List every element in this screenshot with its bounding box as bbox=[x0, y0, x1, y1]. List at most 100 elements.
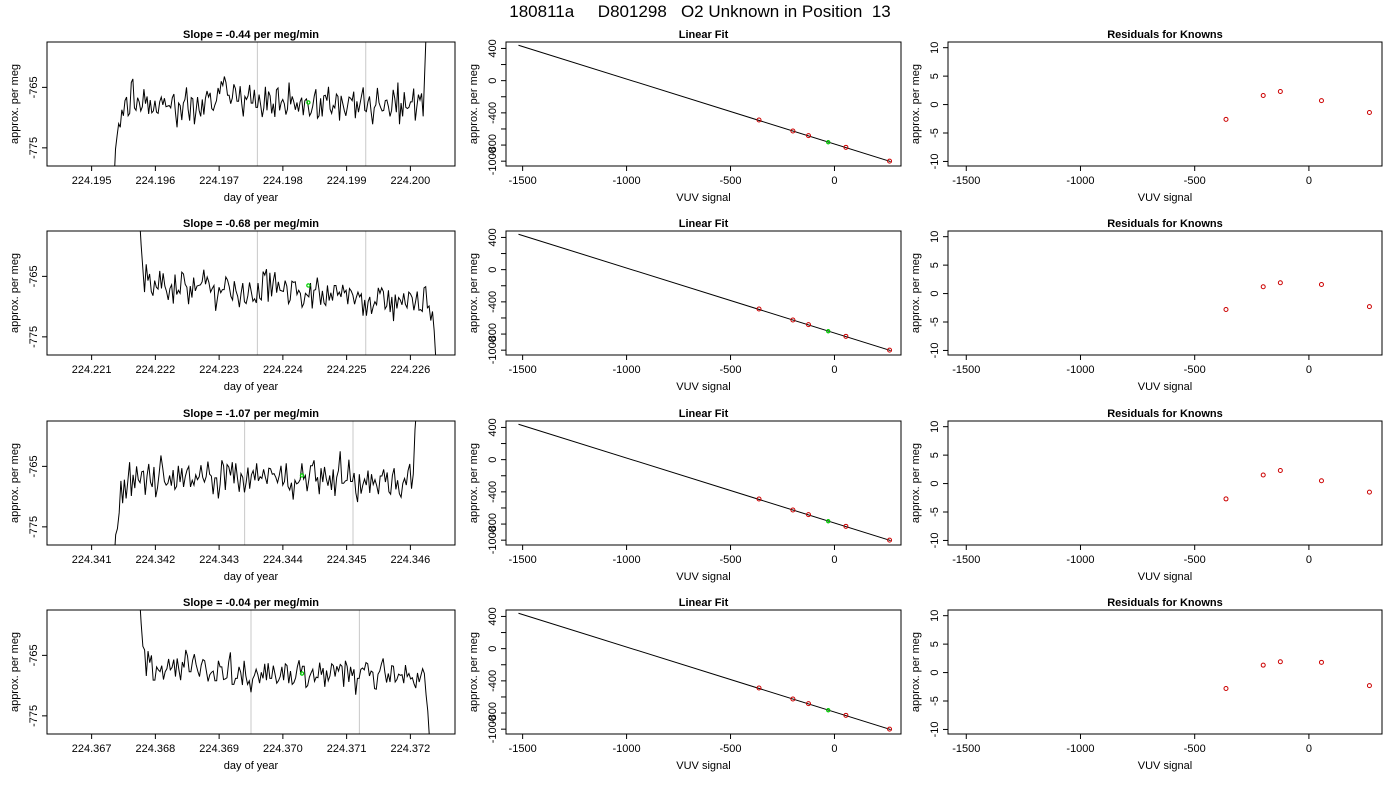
panel-title: Linear Fit bbox=[679, 29, 729, 41]
x-tick-label: -500 bbox=[720, 364, 742, 376]
x-tick-label: 224.368 bbox=[135, 743, 175, 755]
x-axis-label: VUV signal bbox=[1138, 381, 1192, 393]
x-tick-label: 224.196 bbox=[135, 175, 175, 187]
plot-frame bbox=[947, 41, 1383, 167]
x-tick-label: -1500 bbox=[509, 554, 537, 566]
y-tick-label: -5 bbox=[929, 317, 941, 327]
x-tick-label: 0 bbox=[831, 364, 837, 376]
known-point bbox=[1277, 280, 1283, 286]
known-point bbox=[756, 685, 762, 691]
fit-line bbox=[518, 233, 891, 352]
chart-panel-4: Slope = -0.68 per meg/min day of year appr… bbox=[9, 218, 456, 393]
x-tick-label: 224.226 bbox=[390, 364, 430, 376]
x-axis-label: VUV signal bbox=[1138, 760, 1192, 772]
known-point bbox=[1223, 496, 1229, 502]
x-tick-label: -1500 bbox=[509, 175, 537, 187]
panel-title: Slope = -0.68 per meg/min bbox=[183, 218, 319, 230]
y-tick-label: -10 bbox=[929, 721, 941, 737]
x-tick-label: 224.224 bbox=[263, 364, 303, 376]
plot-frame bbox=[46, 420, 456, 546]
x-tick-label: 224.221 bbox=[72, 364, 112, 376]
x-tick-label: -1000 bbox=[613, 364, 641, 376]
x-tick-label: -500 bbox=[1184, 364, 1206, 376]
plot-frame bbox=[505, 420, 902, 546]
known-point bbox=[805, 133, 811, 139]
y-tick-label: 5 bbox=[929, 452, 941, 458]
fit-line bbox=[518, 44, 891, 163]
known-point bbox=[1223, 306, 1229, 312]
y-tick-label: 0 bbox=[929, 102, 941, 108]
panel-title: Residuals for Knowns bbox=[1107, 597, 1223, 609]
x-tick-label: 224.195 bbox=[72, 175, 112, 187]
y-axis-label: approx. per meg bbox=[9, 443, 21, 523]
x-tick-label: 224.370 bbox=[263, 743, 303, 755]
plot-area bbox=[518, 423, 893, 543]
x-tick-label: 224.343 bbox=[199, 554, 239, 566]
known-point bbox=[843, 523, 849, 529]
chart-panel-11: Linear Fit VUV signal approx. per meg -1500… bbox=[468, 597, 902, 772]
known-point bbox=[1366, 489, 1372, 495]
x-tick-label: -1500 bbox=[952, 364, 980, 376]
panel-title: Slope = -1.07 per meg/min bbox=[183, 408, 319, 420]
chart-panel-10: Slope = -0.04 per meg/min day of year appr… bbox=[9, 597, 456, 772]
x-tick-label: 0 bbox=[1306, 743, 1312, 755]
y-tick-label: 400 bbox=[487, 418, 499, 436]
x-tick-label: -500 bbox=[720, 175, 742, 187]
unknown-point bbox=[826, 140, 831, 145]
y-axis-label: approx. per meg bbox=[910, 253, 922, 333]
plot-area bbox=[1223, 467, 1372, 502]
plot-frame bbox=[46, 609, 456, 735]
x-axis-label: VUV signal bbox=[676, 381, 730, 393]
x-axis-label: day of year bbox=[224, 381, 279, 393]
plot-area bbox=[1223, 659, 1372, 691]
y-axis-label: approx. per meg bbox=[910, 632, 922, 712]
plot-frame bbox=[46, 41, 456, 167]
unknown-point bbox=[826, 519, 831, 524]
figure-title: 180811a D801298 O2 Unknown in Position 1… bbox=[509, 2, 891, 21]
fit-line bbox=[518, 612, 891, 731]
y-axis-label: approx. per meg bbox=[9, 253, 21, 333]
chart-panel-12: Residuals for Knowns VUV signal approx. pe… bbox=[910, 597, 1383, 772]
y-tick-label: -1000 bbox=[487, 526, 499, 554]
unknown-point bbox=[826, 329, 831, 334]
y-axis-label: approx. per meg bbox=[468, 64, 480, 144]
y-tick-label: -765 bbox=[28, 455, 40, 477]
x-tick-label: 224.369 bbox=[199, 743, 239, 755]
y-axis-label: approx. per meg bbox=[468, 632, 480, 712]
panel-title: Linear Fit bbox=[679, 597, 729, 609]
panel-title: Slope = -0.44 per meg/min bbox=[183, 29, 319, 41]
known-point bbox=[887, 347, 893, 353]
x-tick-label: -1500 bbox=[952, 554, 980, 566]
x-tick-label: -1500 bbox=[509, 743, 537, 755]
y-axis-label: approx. per meg bbox=[910, 443, 922, 523]
known-point bbox=[843, 712, 849, 718]
plot-area bbox=[114, 421, 417, 545]
x-tick-label: 224.342 bbox=[135, 554, 175, 566]
series-line bbox=[139, 231, 437, 355]
x-axis-label: VUV signal bbox=[676, 571, 730, 583]
x-tick-label: -1000 bbox=[1066, 175, 1094, 187]
known-point bbox=[843, 333, 849, 339]
panel-title: Slope = -0.04 per meg/min bbox=[183, 597, 319, 609]
known-point bbox=[1318, 659, 1324, 665]
y-tick-label: -800 bbox=[487, 702, 499, 724]
chart-panel-2: Linear Fit VUV signal approx. per meg -1500… bbox=[468, 29, 902, 204]
y-tick-label: 0 bbox=[929, 481, 941, 487]
x-tick-label: -1000 bbox=[1066, 743, 1094, 755]
x-tick-label: 224.341 bbox=[72, 554, 112, 566]
y-tick-label: -775 bbox=[28, 705, 40, 727]
unknown-point bbox=[826, 708, 831, 713]
x-tick-label: 224.198 bbox=[263, 175, 303, 187]
x-tick-label: 224.197 bbox=[199, 175, 239, 187]
y-tick-label: -1000 bbox=[487, 336, 499, 364]
known-point bbox=[1366, 304, 1372, 310]
plot-area bbox=[518, 44, 893, 164]
x-tick-label: -500 bbox=[1184, 175, 1206, 187]
plot-area bbox=[114, 42, 427, 166]
x-tick-label: -1500 bbox=[952, 743, 980, 755]
x-tick-label: 224.371 bbox=[327, 743, 367, 755]
y-tick-label: 5 bbox=[929, 262, 941, 268]
fit-line bbox=[518, 423, 891, 542]
known-point bbox=[1318, 98, 1324, 104]
